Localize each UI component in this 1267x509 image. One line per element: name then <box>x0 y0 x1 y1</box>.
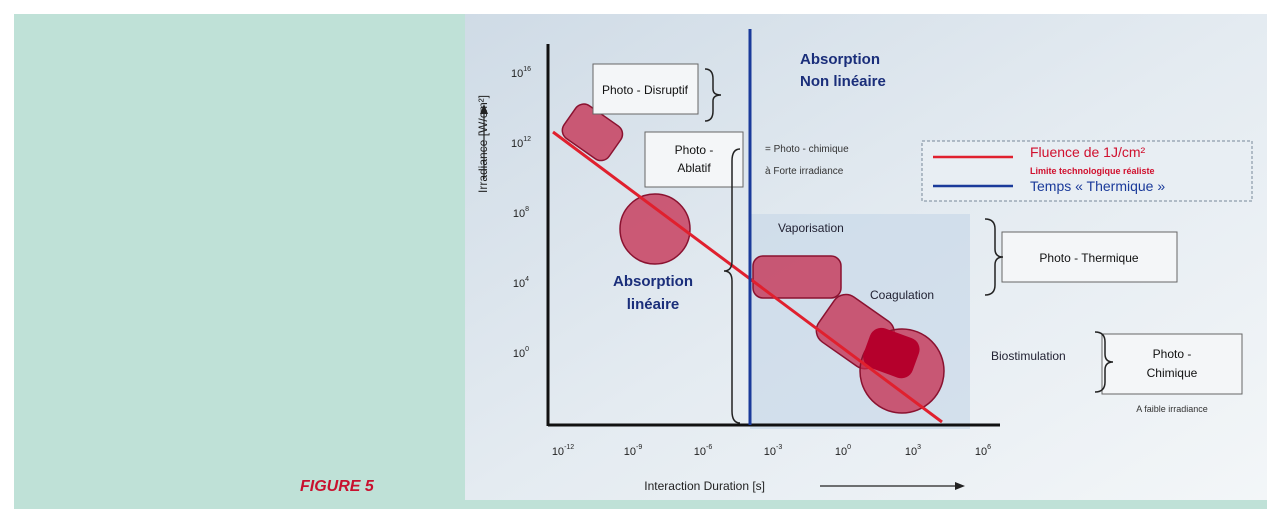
label: Absorption <box>613 273 693 290</box>
box <box>1101 333 1243 395</box>
box <box>1001 231 1178 283</box>
tick-base: 10 <box>905 446 917 458</box>
tick-base: 10 <box>835 446 847 458</box>
tick-exp: 0 <box>847 444 851 451</box>
tick-base: 10 <box>694 446 706 458</box>
tick-exp: -6 <box>706 444 712 451</box>
region-shape <box>561 103 624 162</box>
legend-box <box>921 140 1253 202</box>
label: Coagulation <box>870 288 934 302</box>
tick-exp: 12 <box>523 136 531 143</box>
x-tick-label: 103 <box>905 444 921 458</box>
label: = Photo - chimique <box>765 144 849 155</box>
y-axis-label: Irradiance [W/cm²] <box>476 95 490 193</box>
tick-base: 10 <box>511 68 523 80</box>
label: linéaire <box>627 296 680 313</box>
label: A faible irradiance <box>1136 404 1208 414</box>
tick-exp: 4 <box>525 276 529 283</box>
x-tick-label: 10-6 <box>694 444 713 458</box>
y-tick-label: 108 <box>513 206 529 220</box>
fluence-line <box>552 130 943 424</box>
box <box>592 63 699 115</box>
x-tick-label: 10-9 <box>624 444 643 458</box>
x-axis-label: Interaction Duration [s] <box>644 479 765 493</box>
legend-label: Fluence de 1J/cm² <box>1030 144 1145 160</box>
x-tick-label: 10-12 <box>552 444 574 458</box>
arrow-head <box>480 104 488 114</box>
label: Photo - Disruptif <box>602 83 689 97</box>
x-tick-label: 100 <box>835 444 851 458</box>
figure-label: FIGURE 5 <box>300 478 374 495</box>
tick-exp: 16 <box>523 66 531 73</box>
tick-base: 10 <box>624 446 636 458</box>
tick-exp: 6 <box>987 444 991 451</box>
tick-exp: 0 <box>525 346 529 353</box>
tick-base: 10 <box>764 446 776 458</box>
tick-base: 10 <box>513 208 525 220</box>
arrow-head <box>955 482 965 490</box>
label: Photo - Thermique <box>1039 251 1138 265</box>
y-tick-label: 1012 <box>511 136 531 150</box>
tick-base: 10 <box>975 446 987 458</box>
tick-exp: -12 <box>564 444 574 451</box>
tick-exp: 8 <box>525 206 529 213</box>
x-tick-label: 106 <box>975 444 991 458</box>
label: à Forte irradiance <box>765 166 844 177</box>
y-tick-label: 100 <box>513 346 529 360</box>
region-shape <box>619 193 691 265</box>
label: Photo - <box>1153 347 1192 361</box>
label: Ablatif <box>677 161 711 175</box>
label: Biostimulation <box>991 349 1066 363</box>
tick-base: 10 <box>511 138 523 150</box>
label: Photo - <box>675 143 714 157</box>
diagram: Irradiance [W/cm²] Interaction Duration … <box>465 14 1267 500</box>
y-tick-label: 1016 <box>511 66 531 80</box>
legend-label: Limite technologique réaliste <box>1030 166 1155 176</box>
tick-base: 10 <box>513 278 525 290</box>
tick-exp: 3 <box>917 444 921 451</box>
brace <box>1094 331 1114 393</box>
tick-exp: -3 <box>776 444 782 451</box>
y-tick-label: 104 <box>513 276 529 290</box>
x-tick-label: 10-3 <box>764 444 783 458</box>
label: Non linéaire <box>800 73 886 90</box>
label: Chimique <box>1147 366 1198 380</box>
brace <box>704 68 722 122</box>
brace <box>723 148 741 424</box>
region-shape <box>752 255 842 299</box>
label: Absorption <box>800 51 880 68</box>
brace <box>984 218 1004 296</box>
tick-base: 10 <box>552 446 564 458</box>
box <box>644 131 744 188</box>
tick-exp: -9 <box>636 444 642 451</box>
tick-base: 10 <box>513 348 525 360</box>
region-shape <box>863 327 920 379</box>
legend-label: Temps « Thermique » <box>1030 178 1165 194</box>
label: Vaporisation <box>778 221 844 235</box>
